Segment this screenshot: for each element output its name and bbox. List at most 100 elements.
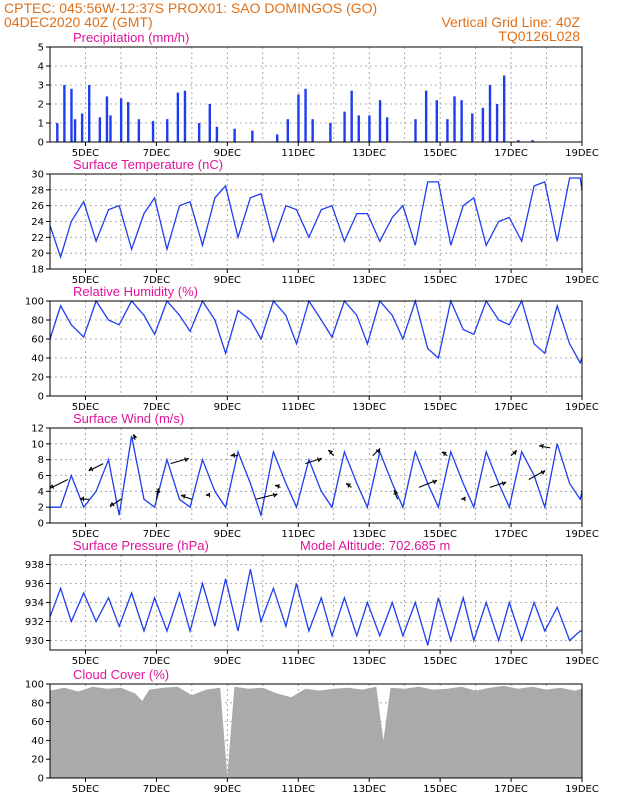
y-tick-label: 0 [38, 519, 44, 530]
x-tick-label: 17DEC [494, 529, 528, 540]
y-tick-label: 20 [31, 373, 44, 384]
wind-vector-head [272, 492, 278, 498]
panel-6: Cloud Cover (%) 0 20 40 60 80 100 5DEC 7DEC 9DEC 1… [25, 667, 599, 795]
x-tick-label: 19DEC [565, 656, 599, 667]
precip-bar [424, 90, 428, 142]
precip-bar [63, 85, 66, 142]
y-tick-label: 4 [38, 62, 44, 73]
x-tick-label: 9DEC [214, 529, 241, 540]
x-tick-label: 15DEC [423, 148, 457, 159]
y-tick-label: 2 [38, 503, 44, 514]
panel-frame [49, 46, 583, 143]
y-tick-label: 30 [31, 170, 44, 181]
wind-vector [180, 495, 193, 500]
y-tick-label: 0 [38, 138, 44, 149]
wind-vector-head [540, 470, 546, 475]
series-line [49, 298, 583, 365]
wind-vector-head [230, 452, 235, 458]
precip-bar [183, 90, 187, 142]
y-tick-label: 18 [31, 265, 44, 276]
precip-bar [233, 128, 236, 142]
y-tick-label: 60 [31, 335, 44, 346]
y-tick-label: 22 [31, 233, 44, 244]
y-tick-label: 40 [31, 354, 44, 365]
x-tick-label: 19DEC [565, 402, 599, 413]
x-tick-label: 11DEC [281, 656, 315, 667]
y-tick-label: 3 [38, 81, 44, 92]
wind-vector [528, 469, 546, 480]
panel-4: Surface Wind (m/s) 0 2 4 6 8 10 12 5DEC 7DEC 9DEC 1… [31, 411, 599, 540]
precip-bar [446, 119, 449, 142]
y-tick-label: 12 [31, 424, 44, 435]
x-tick-label: 15DEC [423, 656, 457, 667]
wind-vector [489, 481, 507, 488]
precip-bar [208, 104, 211, 142]
x-tick-label: 13DEC [352, 784, 386, 795]
x-tick-label: 11DEC [281, 402, 315, 413]
precip-bar [215, 126, 219, 142]
precip-bar [151, 121, 155, 142]
y-tick-label: 938 [25, 560, 44, 571]
precip-bar [286, 119, 290, 142]
wind-vector-head [317, 457, 323, 463]
wind-vector [88, 463, 104, 472]
precip-bar [166, 119, 169, 142]
x-tick-label: 19DEC [565, 275, 599, 286]
precip-bar [481, 107, 485, 142]
wind-vector-head [441, 451, 447, 457]
x-tick-label: 13DEC [352, 402, 386, 413]
cloud-area [50, 685, 582, 778]
precip-bar [251, 130, 254, 142]
y-tick-label: 936 [25, 579, 44, 590]
x-tick-label: 19DEC [565, 148, 599, 159]
y-tick-label: 24 [31, 217, 44, 228]
precip-bar [471, 113, 474, 142]
precip-bar [385, 117, 389, 142]
precip-bar [378, 100, 382, 142]
panel-frame [49, 683, 583, 779]
wind-vector [109, 498, 122, 507]
x-tick-label: 7DEC [143, 529, 170, 540]
precip-bar [495, 104, 499, 142]
series-line [49, 177, 583, 260]
y-tick-label: 80 [31, 698, 44, 709]
precip-bar [73, 119, 77, 142]
wind-vector-head [393, 489, 399, 495]
x-tick-label: 15DEC [423, 402, 457, 413]
wind-vector-head [512, 450, 518, 456]
grid-line-note: Vertical Grid Line: 40Z [441, 14, 580, 30]
series-line [50, 435, 583, 518]
panel-2: Surface Temperature (nC) 18 20 22 24 26 28 30 5D… [31, 157, 599, 286]
wind-vector-head [375, 448, 381, 454]
x-tick-label: 13DEC [352, 656, 386, 667]
precip-bar [453, 96, 456, 142]
wind-vector [372, 448, 381, 457]
x-tick-label: 9DEC [214, 784, 241, 795]
x-tick-label: 5DEC [72, 148, 99, 159]
x-tick-label: 5DEC [72, 275, 99, 286]
precip-bar [329, 123, 332, 142]
run-date: 04DEC2020 40Z (GMT) [4, 14, 153, 30]
y-tick-label: 80 [31, 316, 44, 327]
wind-vector-head [328, 449, 334, 455]
panel-annotation: Model Altitude: 702.685 m [300, 538, 450, 553]
x-tick-label: 9DEC [214, 148, 241, 159]
panel-title: Surface Pressure (hPa) [73, 538, 209, 553]
x-tick-label: 9DEC [214, 275, 241, 286]
wind-vector-head [461, 496, 466, 502]
y-tick-label: 10 [31, 439, 44, 450]
series-line [49, 569, 582, 646]
precip-bar [368, 115, 371, 142]
precip-bar [297, 94, 300, 142]
x-tick-label: 17DEC [494, 656, 528, 667]
precip-bar [502, 75, 506, 142]
wind-vector-head [79, 496, 85, 502]
y-tick-label: 100 [25, 297, 44, 308]
model-code: TQ0126L028 [498, 28, 580, 44]
x-tick-label: 13DEC [352, 529, 386, 540]
x-tick-label: 5DEC [72, 784, 99, 795]
y-tick-label: 2 [38, 100, 44, 111]
y-tick-label: 6 [38, 471, 44, 482]
y-tick-label: 932 [25, 617, 44, 628]
precip-bar [531, 140, 534, 142]
